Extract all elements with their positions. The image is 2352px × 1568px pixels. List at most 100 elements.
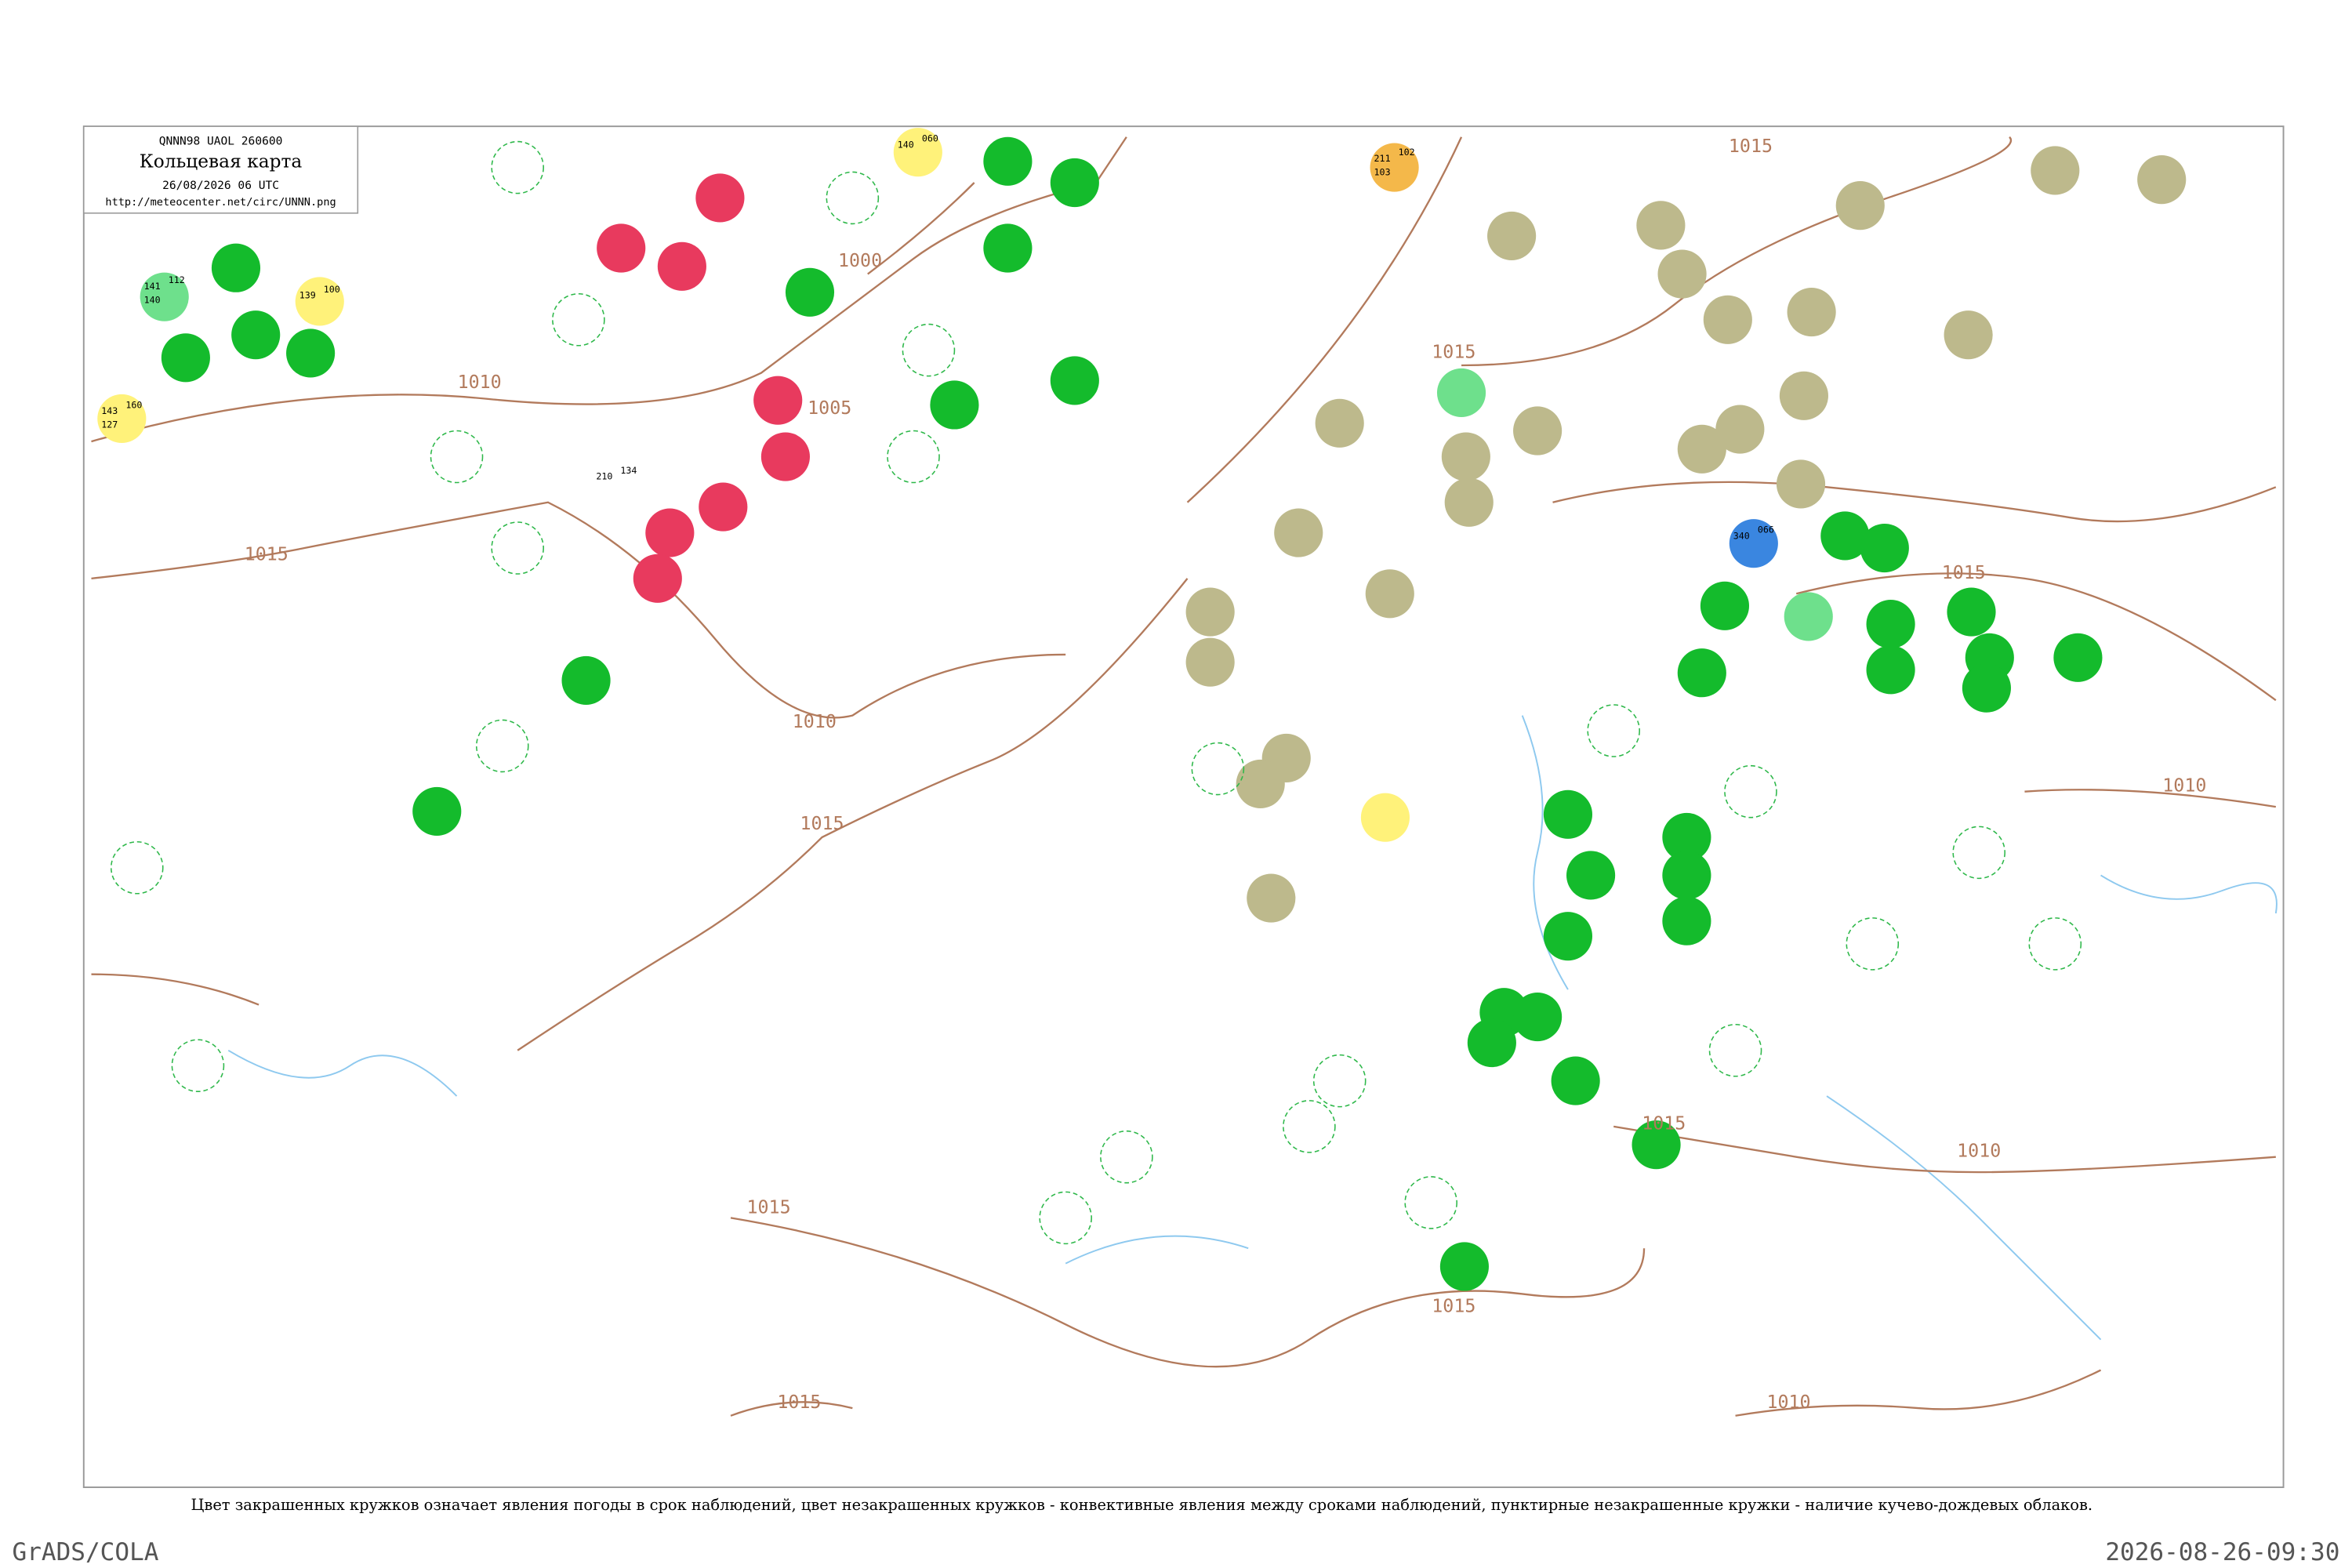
weather-circle <box>412 786 462 836</box>
weather-circle <box>1715 405 1765 454</box>
isobar-label: 1000 <box>838 250 882 271</box>
isobar-label: 1015 <box>747 1197 791 1218</box>
weather-circle <box>211 243 261 292</box>
station-value: 143 <box>101 405 118 416</box>
header-code: QNNN98 UAOL 260600 <box>159 134 283 147</box>
weather-circle <box>1247 873 1296 923</box>
weather-circle <box>1370 143 1419 192</box>
station-value: 066 <box>1758 524 1774 535</box>
weather-circle <box>785 267 835 317</box>
isobar-label: 1005 <box>808 397 851 419</box>
weather-circle <box>1662 851 1711 900</box>
weather-circle <box>2053 633 2103 682</box>
isobar-label: 1015 <box>1432 341 1475 362</box>
station-value: 141 <box>144 281 161 292</box>
weather-circle <box>97 394 147 444</box>
weather-circle <box>1543 789 1593 839</box>
header-url: http://meteocenter.net/circ/UNNN.png <box>105 196 336 209</box>
cb-circle <box>1724 764 1777 818</box>
isobar <box>2024 789 2277 808</box>
river <box>2100 874 2278 914</box>
station-value: 112 <box>169 274 185 285</box>
weather-circle <box>1729 519 1778 568</box>
weather-circle <box>645 508 695 557</box>
weather-circle <box>1866 645 1915 695</box>
weather-circle <box>286 328 336 378</box>
header-box <box>83 125 359 214</box>
isobar <box>91 501 1066 719</box>
weather-circle <box>1566 851 1616 900</box>
weather-circle <box>1703 295 1752 344</box>
station-value: 103 <box>1374 166 1391 177</box>
header-datetime: 26/08/2026 06 UTC <box>162 179 279 192</box>
isobars <box>91 136 2277 1417</box>
weather-circle <box>1662 896 1711 946</box>
weather-circle <box>930 380 979 430</box>
weather-circle <box>983 136 1033 186</box>
header-title: Кольцевая карта <box>140 151 303 172</box>
weather-circle <box>140 272 189 321</box>
weather-circle <box>1677 648 1726 698</box>
isobar <box>730 1217 1646 1368</box>
cb-circle <box>1191 742 1245 796</box>
weather-circle <box>760 432 810 481</box>
isobar <box>1795 572 2277 702</box>
station-value: 340 <box>1733 530 1750 541</box>
weather-circle <box>1820 511 1870 561</box>
weather-circle <box>1662 812 1711 862</box>
weather-circle <box>1185 587 1235 637</box>
isobar-label: 1015 <box>245 544 289 565</box>
cb-circle <box>1846 917 1900 971</box>
weather-circle <box>893 128 942 177</box>
weather-circle <box>1467 1018 1516 1068</box>
footer-right: 2026-08-26-09:30 <box>2105 1538 2339 1566</box>
caption: Цвет закрашенных кружков означает явлени… <box>191 1496 2092 1514</box>
weather-circle <box>1779 371 1828 420</box>
weather-circle <box>1700 581 1750 630</box>
cb-circle <box>1404 1176 1457 1229</box>
map: 1015 1000 1010 1015 1005 1015 1010 1015 1015 1010… <box>13 125 2339 1566</box>
river <box>227 1049 458 1097</box>
cb-circle <box>1283 1100 1336 1153</box>
weather-circle <box>1776 459 1826 509</box>
cb-circle <box>2028 917 2082 971</box>
isobar-label: 1010 <box>1766 1392 1810 1413</box>
weather-circle <box>1947 587 1996 637</box>
weather-circle <box>1050 356 1099 405</box>
cb-circle <box>475 719 529 773</box>
cb-circle <box>552 292 605 347</box>
weather-circle <box>753 376 803 425</box>
station-value: 127 <box>101 419 118 430</box>
isobar <box>730 1401 853 1417</box>
cb-circle <box>1039 1191 1092 1245</box>
weather-circle <box>1787 287 1836 337</box>
weather-circle <box>695 173 745 223</box>
weather-circle <box>231 310 281 360</box>
cb-circle <box>902 323 956 377</box>
isobar <box>1461 136 2012 367</box>
isobar <box>91 973 260 1006</box>
isobar-label: 1010 <box>2162 775 2206 797</box>
station-value: 139 <box>299 290 316 301</box>
isobar <box>1613 1125 2276 1174</box>
isobar-labels: 1015 1000 1010 1015 1005 1015 1010 1015 1015 1010… <box>245 136 2207 1413</box>
weather-circle <box>1444 477 1494 527</box>
weather-circle <box>1657 249 1707 299</box>
cb-circle <box>1100 1130 1153 1184</box>
weather-circle <box>657 241 706 291</box>
station-value: 211 <box>1374 153 1391 164</box>
weather-circle <box>1487 211 1537 261</box>
cb-circle <box>1952 826 2005 880</box>
isobar-label: 1010 <box>1957 1141 2001 1162</box>
weather-circle <box>597 223 646 273</box>
weather-circle <box>561 655 611 706</box>
station-value: 100 <box>324 284 340 295</box>
station-value: 140 <box>144 294 161 305</box>
weather-circle <box>1962 663 2011 713</box>
cb-circle <box>491 140 544 194</box>
weather-circle <box>1513 992 1563 1042</box>
station-value: 102 <box>1399 147 1415 158</box>
weather-circle <box>1543 912 1593 961</box>
river <box>1826 1095 2102 1341</box>
station-value: 210 <box>596 471 612 482</box>
